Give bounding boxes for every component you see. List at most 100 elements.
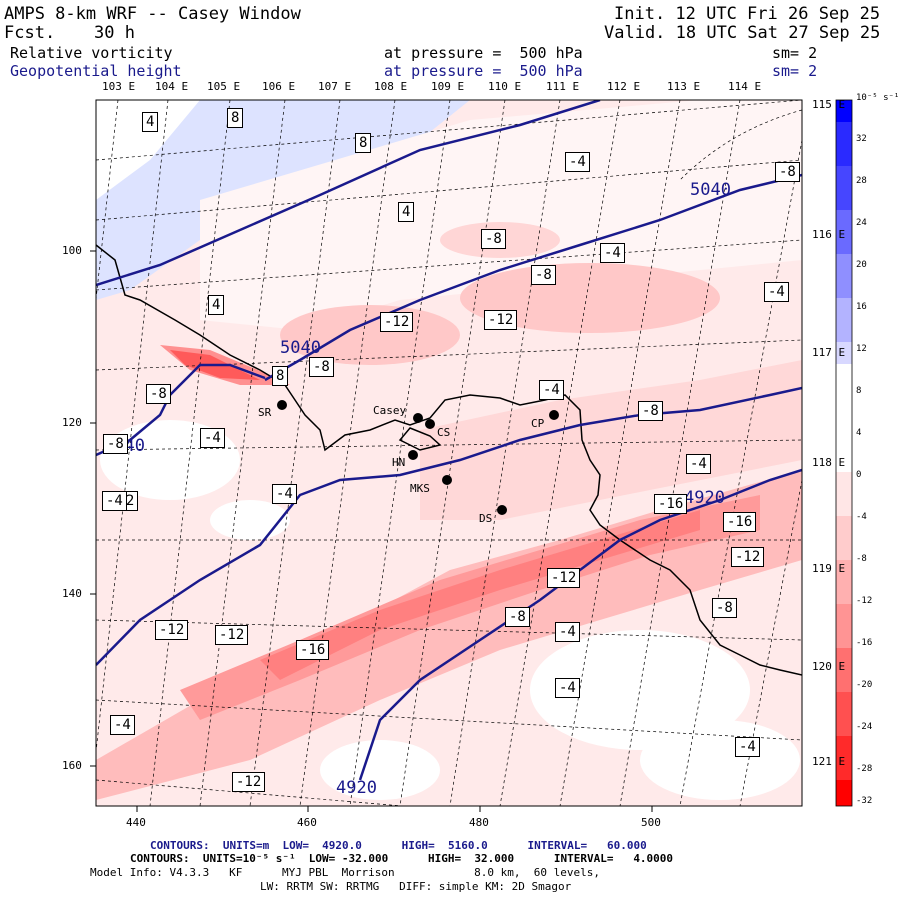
lon-label-top: 104 E [155, 80, 189, 93]
vorticity-contour-label: -4 [110, 715, 135, 735]
vorticity-contour-label: 8 [355, 133, 372, 153]
height-contour-label: 5040 [690, 180, 731, 200]
vorticity-contour-label: -12 [155, 620, 189, 640]
footer-vort-info: CONTOURS: UNITS=10⁻⁵ s⁻¹ LOW= -32.000 HI… [130, 852, 674, 865]
lon-label-right: 121 E [812, 755, 846, 768]
station-label: Casey [373, 404, 407, 417]
fcst-label: Fcst. [4, 23, 56, 43]
station-dot-hn [408, 450, 418, 460]
vorticity-contour-label: -12 [215, 625, 249, 645]
vorticity-contour-label: -8 [775, 162, 800, 182]
x-tick-label: 460 [297, 816, 317, 829]
lon-label-top: 114 E [728, 80, 762, 93]
field2-name: Geopotential height [10, 62, 182, 80]
colorbar-label: -24 [856, 722, 873, 732]
field2-sm: sm= 2 [772, 62, 818, 80]
vorticity-contour-label: -8 [103, 434, 128, 454]
lon-label-top: 103 E [102, 80, 136, 93]
station-dot-ds [497, 505, 507, 515]
footer-height-info: CONTOURS: UNITS=m LOW= 4920.0 HIGH= 5160… [150, 839, 647, 852]
station-label: HN [392, 456, 406, 469]
lon-label-top: 107 E [318, 80, 352, 93]
vorticity-contour-label: -8 [638, 401, 663, 421]
vorticity-contour-label: -4 [600, 243, 625, 263]
vorticity-contour-label: -4 [539, 380, 564, 400]
vorticity-contour-label: -12 [232, 772, 266, 792]
x-tick-label: 480 [469, 816, 489, 829]
colorbar-label: 16 [856, 302, 867, 312]
lon-label-right: 115 E [812, 98, 846, 111]
lon-label-right: 120 E [812, 660, 846, 673]
y-tick-label: 140 [62, 587, 82, 600]
valid-time: Valid. 18 UTC Sat 27 Sep 25 [604, 23, 881, 43]
height-contour-label: 4920 [336, 778, 377, 798]
colorbar-label: -28 [856, 764, 873, 774]
plot-frame [95, 99, 803, 807]
field1-name: Relative vorticity [10, 44, 173, 62]
x-tick-label: 500 [641, 816, 661, 829]
station-label: MKS [410, 482, 430, 495]
height-contour-label: 5040 [280, 338, 321, 358]
colorbar [835, 99, 853, 807]
colorbar-label: -8 [856, 554, 867, 564]
field1-sm: sm= 2 [772, 44, 818, 62]
colorbar-label: 32 [856, 134, 867, 144]
vorticity-shading [96, 100, 802, 806]
colorbar-label: 0 [856, 470, 862, 480]
axis-ticks [90, 250, 653, 812]
lon-label-top: 110 E [488, 80, 522, 93]
stations [277, 400, 559, 515]
vorticity-contour-label: -4 [555, 622, 580, 642]
lon-label-right: 119 E [812, 562, 846, 575]
model-title: AMPS 8-km WRF -- Casey Window [4, 4, 301, 24]
init-time: Init. 12 UTC Fri 26 Sep 25 [614, 4, 881, 24]
vorticity-contour-label: -16 [296, 640, 330, 660]
vorticity-contour-label: -16 [654, 494, 688, 514]
vorticity-contour-label: -4 [735, 737, 760, 757]
vorticity-contour-label: -8 [146, 384, 171, 404]
vorticity-contour-label: -16 [723, 512, 757, 532]
colorbar-label: -12 [856, 596, 873, 606]
colorbar-label: -32 [856, 796, 873, 806]
lon-label-top: 112 E [607, 80, 641, 93]
lon-label-right: 117 E [812, 346, 846, 359]
y-tick-label: 120 [62, 416, 82, 429]
vorticity-contour-label: -12 [731, 547, 765, 567]
vorticity-contour-label: -8 [712, 598, 737, 618]
colorbar-units: 10⁻⁵ s⁻¹ [856, 93, 900, 103]
vorticity-contour-label: 8 [272, 366, 289, 386]
station-dot-casey [413, 413, 423, 423]
station-dot-cp [549, 410, 559, 420]
vorticity-contour-label: 4 [208, 295, 225, 315]
vorticity-contour-label: -4 [686, 454, 711, 474]
station-dot-sr [277, 400, 287, 410]
vorticity-contour-label: 4 [142, 112, 159, 132]
colorbar-label: -16 [856, 638, 873, 648]
height-contour-label: 4920 [684, 488, 725, 508]
lon-label-right: 118 E [812, 456, 846, 469]
colorbar-label: 12 [856, 344, 867, 354]
lon-label-top: 109 E [431, 80, 465, 93]
vorticity-contour-label: -4 [555, 678, 580, 698]
station-label: CP [531, 417, 545, 430]
vorticity-contour-label: -4 [272, 484, 297, 504]
coastline [96, 244, 802, 676]
vorticity-contour-label: -12 [547, 568, 581, 588]
y-tick-label: 100 [62, 244, 82, 257]
lon-label-top: 105 E [207, 80, 241, 93]
footer-physics-info: LW: RRTM SW: RRTMG DIFF: simple KM: 2D S… [260, 880, 572, 893]
lon-label-right: 116 E [812, 228, 846, 241]
vorticity-contour-label: -4 [565, 152, 590, 172]
field2-level: at pressure = 500 hPa [384, 62, 583, 80]
lon-label-top: 108 E [374, 80, 408, 93]
x-tick-label: 440 [126, 816, 146, 829]
vorticity-contour-label: 8 [227, 108, 244, 128]
vorticity-contour-label: -12 [380, 312, 414, 332]
colorbar-label: -4 [856, 512, 867, 522]
lon-label-top: 111 E [546, 80, 580, 93]
station-dot-cs [425, 419, 435, 429]
field1-level: at pressure = 500 hPa [384, 44, 583, 62]
colorbar-label: 4 [856, 428, 862, 438]
y-tick-label: 160 [62, 759, 82, 772]
vorticity-contour-label: -12 [484, 310, 518, 330]
